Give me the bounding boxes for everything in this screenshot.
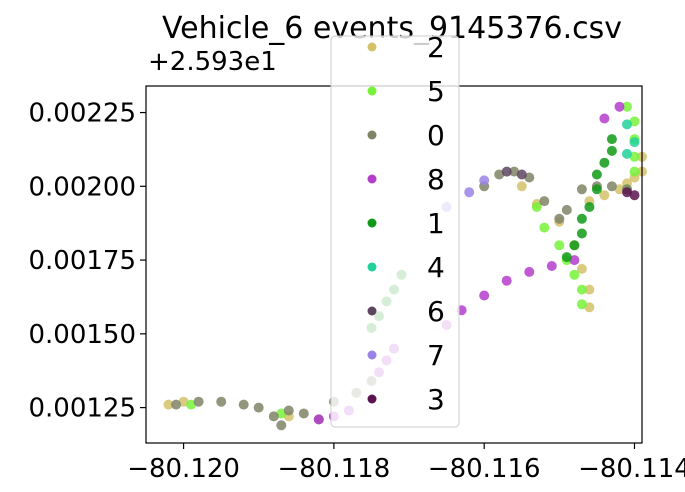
point-series-1-12	[599, 157, 610, 168]
point-series-0-4	[253, 402, 264, 413]
point-series-8-0	[313, 414, 324, 425]
x-tick-label-1: −80.118	[277, 454, 390, 484]
point-series-2-0	[163, 399, 174, 410]
point-series-5-10	[629, 116, 640, 127]
point-series-2-9	[584, 302, 595, 313]
y-tick-label-1: 0.00150	[28, 320, 136, 350]
point-series-7-0	[479, 175, 490, 186]
point-series-0-2	[216, 396, 227, 407]
point-series-0-6	[276, 420, 287, 431]
point-series-7-1	[464, 187, 475, 198]
point-series-8-8	[546, 261, 557, 271]
point-series-0-3	[238, 399, 249, 410]
legend-label-6: 6	[427, 295, 445, 328]
point-series-0-18	[554, 213, 565, 224]
point-series-0-0	[171, 399, 182, 410]
point-series-1-9	[584, 202, 595, 212]
point-series-0-19	[561, 204, 572, 215]
legend-label-2: 2	[427, 31, 445, 64]
point-series-2-14	[614, 184, 625, 195]
point-series-5-12	[629, 151, 640, 162]
y-offset-label: +2.593e1	[148, 47, 277, 77]
legend-label-5: 5	[427, 75, 445, 108]
point-series-6-0	[501, 166, 512, 177]
point-series-1-10	[591, 184, 602, 195]
legend-marker-7	[367, 350, 377, 360]
x-axis: −80.120 −80.118 −80.116 −80.114	[127, 443, 685, 484]
point-series-0-16	[524, 172, 535, 183]
x-tick-label-0: −80.120	[127, 454, 240, 484]
point-series-1-8	[576, 213, 587, 224]
point-series-0-14	[494, 169, 505, 180]
y-tick-label-2: 0.00175	[28, 246, 136, 276]
point-series-8-9	[569, 255, 580, 266]
legend-marker-2	[367, 42, 377, 52]
legend-label-1: 1	[427, 207, 445, 240]
point-series-5-2	[531, 202, 542, 212]
legend-marker-5	[367, 86, 377, 96]
legend-marker-1	[367, 218, 377, 228]
point-series-5-8	[576, 299, 587, 310]
x-tick-label-3: −80.114	[578, 454, 685, 484]
point-series-5-0	[186, 399, 197, 410]
legend-label-8: 8	[427, 163, 445, 196]
point-series-5-7	[576, 284, 587, 295]
point-series-0-20	[576, 184, 587, 195]
point-series-0-1	[193, 396, 204, 407]
legend-label-7: 7	[427, 339, 445, 372]
legend-marker-6	[367, 306, 377, 316]
point-series-0-22	[606, 181, 617, 192]
point-series-6-1	[516, 169, 527, 180]
point-series-8-13	[599, 113, 610, 124]
point-series-5-6	[569, 269, 580, 280]
legend-box	[330, 35, 460, 428]
point-series-1-7	[576, 228, 587, 239]
legend-marker-0	[367, 130, 377, 140]
point-series-8-14	[614, 101, 625, 112]
point-series-0-17	[539, 196, 550, 207]
point-series-8-7	[524, 266, 535, 277]
point-series-1-13	[606, 145, 617, 156]
point-series-1-11	[591, 169, 602, 180]
point-series-4-1	[629, 137, 640, 148]
legend-label-3: 3	[427, 383, 445, 416]
point-series-1-5	[561, 252, 572, 263]
point-series-8-6	[501, 275, 512, 286]
point-series-5-4	[554, 240, 565, 251]
point-series-0-15	[509, 166, 520, 177]
legend-marker-4	[367, 262, 377, 272]
legend-marker-8	[367, 174, 377, 184]
point-series-3-1	[622, 187, 632, 198]
point-series-2-7	[576, 263, 587, 274]
point-series-2-8	[584, 284, 595, 295]
point-series-5-9	[622, 101, 632, 112]
legend-label-0: 0	[427, 119, 445, 152]
point-series-5-3	[539, 222, 550, 233]
x-tick-label-2: −80.116	[428, 454, 541, 484]
y-tick-label-4: 0.00225	[28, 99, 136, 129]
y-tick-label-0: 0.00125	[28, 394, 136, 424]
point-series-5-13	[629, 166, 640, 177]
point-series-0-5	[268, 411, 279, 422]
legend-label-4: 4	[427, 251, 445, 284]
point-series-3-0	[629, 190, 640, 201]
point-series-2-3	[516, 181, 527, 192]
legend-marker-3	[367, 394, 377, 404]
point-series-2-15	[599, 190, 610, 201]
point-series-0-7	[283, 405, 294, 416]
point-series-1-6	[569, 240, 580, 251]
point-series-4-2	[622, 148, 632, 159]
point-series-0-8	[298, 408, 309, 419]
point-series-5-1	[276, 408, 287, 419]
point-series-1-14	[606, 134, 617, 145]
legend: 2 5 0 8 1 4 6 7 3	[330, 31, 460, 428]
point-series-4-0	[622, 119, 632, 130]
y-axis: 0.00125 0.00150 0.00175 0.00200 0.00225	[28, 99, 146, 424]
point-series-8-5	[479, 290, 490, 301]
y-tick-label-3: 0.00200	[28, 172, 136, 202]
point-series-2-1	[178, 396, 189, 407]
